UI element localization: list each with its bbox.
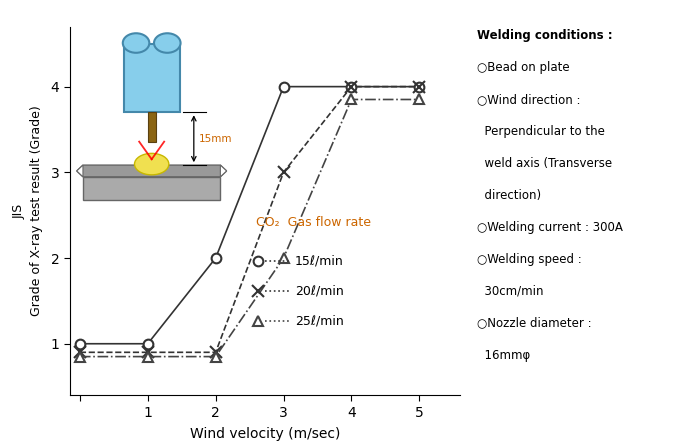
Text: direction): direction) [477, 189, 542, 202]
Text: ○Welding speed :: ○Welding speed : [477, 253, 582, 266]
Text: ○Welding current : 300A: ○Welding current : 300A [477, 221, 623, 234]
Text: Grade of X-ray test result (Grade): Grade of X-ray test result (Grade) [30, 106, 43, 316]
Text: ○Wind direction :: ○Wind direction : [477, 93, 581, 106]
Text: JIS: JIS [13, 203, 26, 218]
Text: weld axis (Transverse: weld axis (Transverse [477, 157, 613, 170]
Text: 15ℓ/min: 15ℓ/min [295, 254, 344, 267]
Text: 20ℓ/min: 20ℓ/min [295, 284, 344, 297]
Text: ○Nozzle diameter :: ○Nozzle diameter : [477, 317, 592, 329]
Text: 30cm/min: 30cm/min [477, 285, 544, 297]
Text: ○Bead on plate: ○Bead on plate [477, 61, 570, 74]
Text: Welding conditions :: Welding conditions : [477, 29, 613, 42]
Text: 16mmφ: 16mmφ [477, 349, 530, 361]
Text: CO₂  Gas flow rate: CO₂ Gas flow rate [256, 215, 372, 229]
Text: 25ℓ/min: 25ℓ/min [295, 314, 344, 327]
Text: Perpendicular to the: Perpendicular to the [477, 125, 605, 138]
X-axis label: Wind velocity (m/sec): Wind velocity (m/sec) [190, 427, 340, 440]
